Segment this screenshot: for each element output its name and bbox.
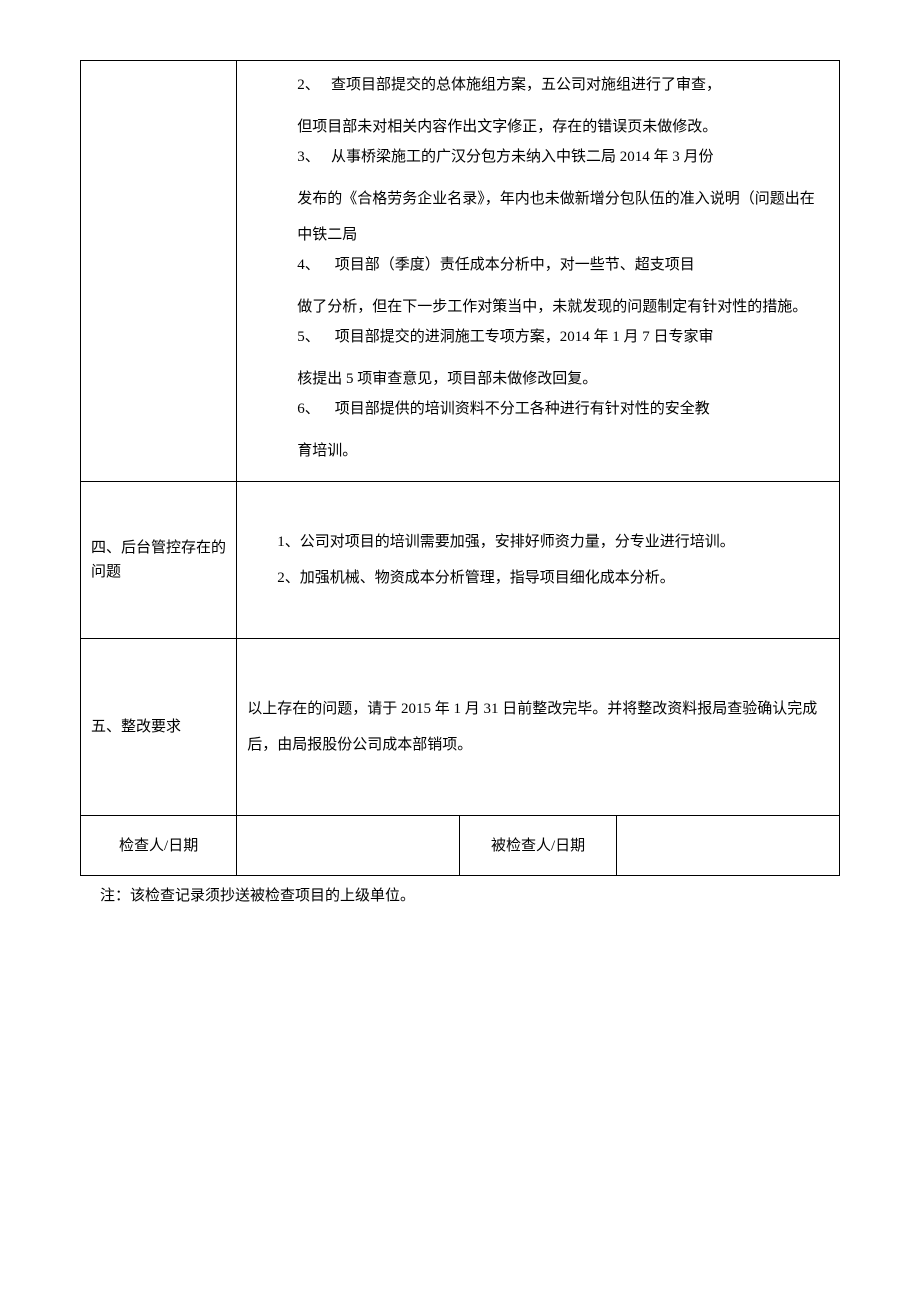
inspected-label: 被检查人/日期 [460,816,616,876]
section4-line2: 2、加强机械、物资成本分析管理，指导项目细化成本分析。 [277,560,829,596]
item-3: 3、 从事桥梁施工的广汉分包方未纳入中铁二局 2014 年 3 月份 [247,145,829,169]
item-num: 4、 [297,253,320,277]
section4-label: 四、后台管控存在的问题 [81,482,237,639]
item-cont: 做了分析，但在下一步工作对策当中，未就发现的问题制定有针对性的措施。 [247,289,829,325]
item-6: 6、 项目部提供的培训资料不分工各种进行有针对性的安全教 [247,397,829,421]
section3-content-cell: 2、 查项目部提交的总体施组方案，五公司对施组进行了审查， 但项目部未对相关内容… [237,61,840,482]
section4-content: 1、公司对项目的培训需要加强，安排好师资力量，分专业进行培训。 2、加强机械、物… [247,494,829,626]
item-4: 4、 项目部（季度）责任成本分析中，对一些节、超支项目 [247,253,829,277]
footnote: 注：该检查记录须抄送被检查项目的上级单位。 [80,884,840,905]
inspection-record-table: 2、 查项目部提交的总体施组方案，五公司对施组进行了审查， 但项目部未对相关内容… [80,60,840,876]
item-lead: 项目部提交的进洞施工专项方案，2014 年 1 月 7 日专家审 [335,329,714,345]
item-2: 2、 查项目部提交的总体施组方案，五公司对施组进行了审查， [247,73,829,97]
section5-text: 以上存在的问题，请于 2015 年 1 月 31 日前整改完毕。并将整改资料报局… [247,651,829,803]
item-5: 5、 项目部提交的进洞施工专项方案，2014 年 1 月 7 日专家审 [247,325,829,349]
item-lead: 项目部（季度）责任成本分析中，对一些节、超支项目 [335,257,695,273]
section4-line1: 1、公司对项目的培训需要加强，安排好师资力量，分专业进行培训。 [277,524,829,560]
inspector-value [237,816,460,876]
item-cont: 发布的《合格劳务企业名录》，年内也未做新增分包队伍的准入说明（问题出在中铁二局 [247,181,829,253]
section5-content-cell: 以上存在的问题，请于 2015 年 1 月 31 日前整改完毕。并将整改资料报局… [237,639,840,816]
item-num: 2、 [297,73,320,97]
section3-label-cell [81,61,237,482]
item-lead: 查项目部提交的总体施组方案，五公司对施组进行了审查， [331,77,721,93]
item-lead: 从事桥梁施工的广汉分包方未纳入中铁二局 2014 年 3 月份 [331,149,714,165]
item-cont: 但项目部未对相关内容作出文字修正，存在的错误页未做修改。 [247,109,829,145]
item-cont: 育培训。 [247,433,829,469]
item-cont: 核提出 5 项审查意见，项目部未做修改回复。 [247,361,829,397]
section4-content-cell: 1、公司对项目的培训需要加强，安排好师资力量，分专业进行培训。 2、加强机械、物… [237,482,840,639]
inspector-label: 检查人/日期 [81,816,237,876]
section5-label: 五、整改要求 [81,639,237,816]
inspected-value [616,816,839,876]
item-num: 6、 [297,397,320,421]
item-num: 5、 [297,325,320,349]
item-num: 3、 [297,145,320,169]
item-lead: 项目部提供的培训资料不分工各种进行有针对性的安全教 [335,401,710,417]
